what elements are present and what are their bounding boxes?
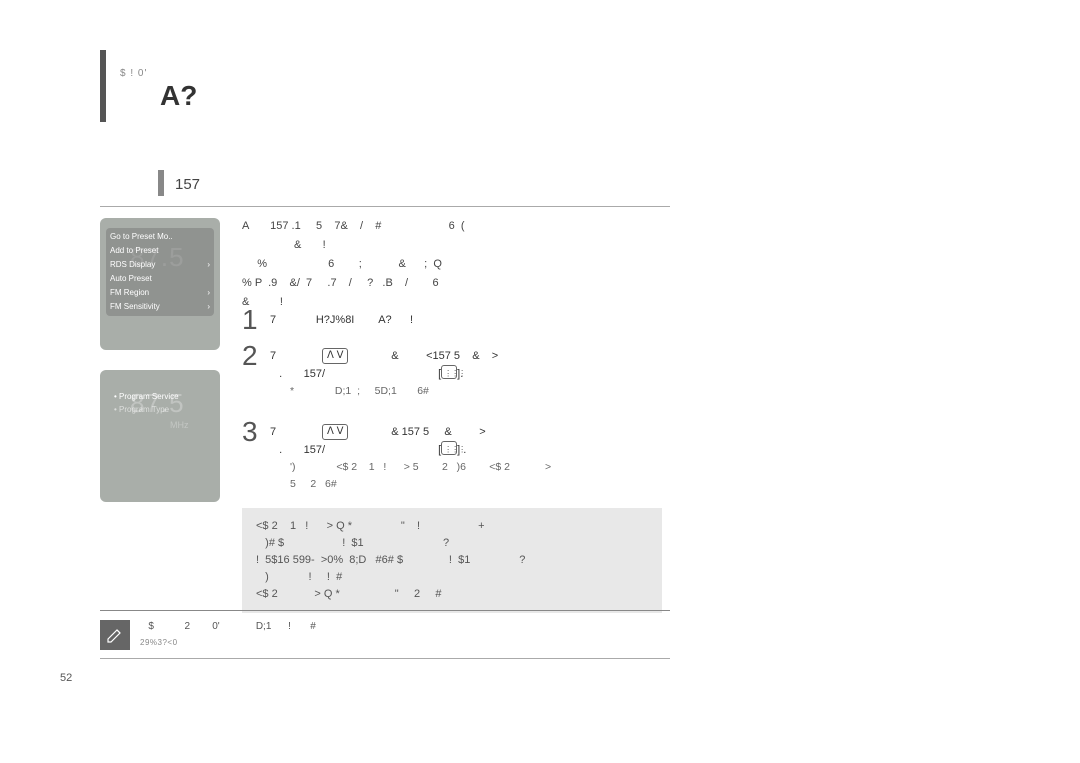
grid-icon [441,365,457,379]
text-frag: . 157/ [ [270,444,441,456]
step-body: 7 ᐱ ᐯ & <157 5 & > . 157/ []. * D;1 ; 5D… [270,342,498,400]
up-down-icon: ᐱ ᐯ [322,348,348,364]
header-accent-bar [100,50,106,122]
menu-item: FM Sensitivity › [106,300,214,314]
menu-label: Auto Preset [110,272,152,286]
menu-item: Go to Preset Mo.. [106,230,214,244]
chevron-right-icon: › [207,258,210,272]
step-text: 7 ᐱ ᐯ & <157 5 & > [270,348,498,365]
divider [100,610,670,611]
breadcrumb: $ ! 0' [120,68,147,79]
step-1: 1 7 H?J%8I A? ! [242,306,662,334]
submenu-item: Program Type [114,403,179,416]
menu-label: Go to Preset Mo.. [110,230,173,244]
note-row: $ 2 0' D;1 ! # 29%3?<0 [100,620,670,650]
menu-label: FM Region [110,286,149,300]
freq-unit: MHz [170,420,189,430]
step-body: 7 ᐱ ᐯ & 157 5 & > . 157/ [] . ') <$ 2 1 … [270,418,551,493]
device-screenshot-1: 87.5 Go to Preset Mo.. Add to Preset RDS… [100,218,220,350]
text-frag: 7 [270,350,322,362]
step-3: 3 7 ᐱ ᐯ & 157 5 & > . 157/ [] . ') <$ 2 … [242,418,662,493]
chevron-right-icon: › [207,286,210,300]
step-text: 7 ᐱ ᐯ & 157 5 & > [270,424,551,441]
note-text: $ 2 0' D;1 ! # 29%3?<0 [140,620,316,650]
text-line: % 6 ; & ; Q [242,256,662,273]
info-line: ! 5$16 599- >0% 8;D #6# $ ! $1 ? [256,552,648,569]
up-down-icon: ᐱ ᐯ [322,424,348,440]
step-text: . 157/ []. [270,365,498,383]
submenu-item: Program Service [114,390,179,403]
page-number: 52 [60,672,72,684]
divider [100,206,670,207]
device-menu: Go to Preset Mo.. Add to Preset RDS Disp… [106,228,214,316]
text-line: % P .9 &/ 7 .7 / ? .B / 6 [242,275,662,292]
menu-item: RDS Display › [106,258,214,272]
step-number: 2 [242,342,270,370]
step-body: 7 H?J%8I A? ! [270,306,413,329]
text-frag: & 157 5 & > [348,426,485,438]
menu-item: Add to Preset [106,244,214,258]
device-submenu: Program Service Program Type [114,390,179,416]
info-line: <$ 2 1 ! > Q * " ! + [256,518,648,535]
step-subtext: * D;1 ; 5D;1 6# [270,383,498,400]
pencil-note-icon [100,620,130,650]
menu-label: FM Sensitivity [110,300,160,314]
chevron-right-icon: › [207,300,210,314]
menu-item: FM Region › [106,286,214,300]
device-screenshot-2: 87.5 MHz Program Service Program Type [100,370,220,502]
text-frag: 7 [270,426,322,438]
info-line: <$ 2 > Q * " 2 # [256,586,648,603]
divider [100,658,670,659]
step-text: . 157/ [] . [270,441,551,459]
text-line: & ! [242,237,662,254]
step-subtext: 5 2 6# [270,476,551,493]
step-number: 3 [242,418,270,446]
menu-label: Add to Preset [110,244,158,258]
step-text: 7 H?J%8I A? ! [270,312,413,329]
info-box: <$ 2 1 ! > Q * " ! + )# $ ! $1 ? ! 5$16 … [242,508,662,613]
section-accent-bar [158,170,164,196]
menu-item: Auto Preset [106,272,214,286]
section-title: 157 [175,176,200,193]
text-frag: . 157/ [ [270,368,441,380]
intro-text: A 157 .1 5 7& / # 6 ( & ! % 6 ; & ; Q % … [242,218,662,313]
text-frag: & <157 5 & > [348,350,498,362]
text-line: A 157 .1 5 7& / # 6 ( [242,218,662,235]
info-line: )# $ ! $1 ? [256,535,648,552]
step-subtext: ') <$ 2 1 ! > 5 2 )6 <$ 2 > [270,459,551,476]
grid-icon [441,441,457,455]
note-line: $ 2 0' D;1 ! # [140,620,316,634]
step-2: 2 7 ᐱ ᐯ & <157 5 & > . 157/ []. * D;1 ; … [242,342,662,400]
step-number: 1 [242,306,270,334]
info-line: ) ! ! # [256,569,648,586]
note-caption: 29%3?<0 [140,636,316,650]
page-title: A? [160,80,197,112]
menu-label: RDS Display [110,258,155,272]
